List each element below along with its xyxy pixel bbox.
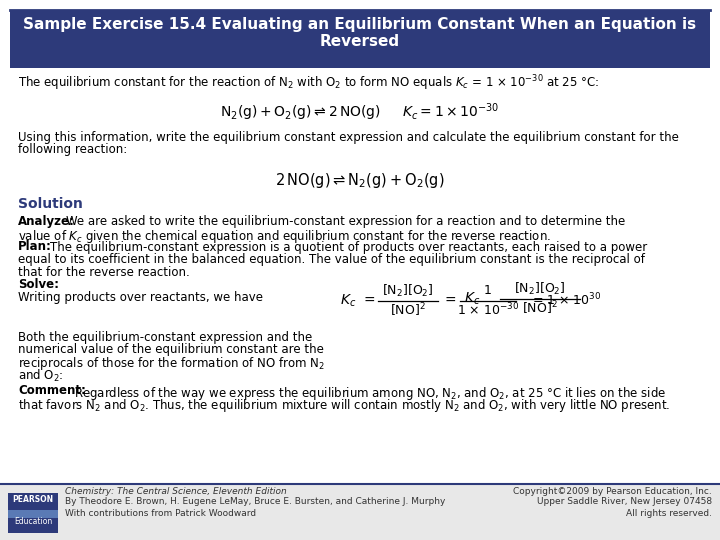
Text: $\mathrm{N_2(g) + O_2(g) \rightleftharpoons 2\,NO(g)}$     $K_c = 1 \times 10^{-: $\mathrm{N_2(g) + O_2(g) \rightleftharpo…: [220, 101, 500, 123]
Text: By Theodore E. Brown, H. Eugene LeMay, Bruce E. Bursten, and Catherine J. Murphy: By Theodore E. Brown, H. Eugene LeMay, B…: [65, 497, 446, 507]
Text: $\mathrm{2\,NO(g) \rightleftharpoons N_2(g) + O_2(g)}$: $\mathrm{2\,NO(g) \rightleftharpoons N_2…: [275, 172, 445, 191]
Text: Copyright©2009 by Pearson Education, Inc.: Copyright©2009 by Pearson Education, Inc…: [513, 487, 712, 496]
Text: following reaction:: following reaction:: [18, 144, 127, 157]
Text: Reversed: Reversed: [320, 33, 400, 49]
Text: All rights reserved.: All rights reserved.: [626, 509, 712, 517]
Text: 1 $\times$ 10$^{-30}$: 1 $\times$ 10$^{-30}$: [457, 302, 519, 319]
Text: Writing products over reactants, we have: Writing products over reactants, we have: [18, 291, 263, 303]
FancyBboxPatch shape: [8, 510, 58, 518]
Text: Education: Education: [14, 517, 52, 526]
Text: and O$_2$:: and O$_2$:: [18, 368, 63, 384]
Text: Regardless of the way we express the equilibrium among NO, N$_2$, and O$_2$, at : Regardless of the way we express the equ…: [74, 384, 666, 402]
Text: $[\mathrm{N_2}][\mathrm{O_2}]$: $[\mathrm{N_2}][\mathrm{O_2}]$: [382, 282, 434, 299]
FancyBboxPatch shape: [8, 493, 58, 533]
FancyBboxPatch shape: [10, 11, 710, 68]
Text: With contributions from Patrick Woodward: With contributions from Patrick Woodward: [65, 509, 256, 517]
Text: Comment:: Comment:: [18, 384, 86, 397]
Text: The equilibrium-constant expression is a quotient of products over reactants, ea: The equilibrium-constant expression is a…: [50, 240, 647, 253]
Text: Using this information, write the equilibrium constant expression and calculate : Using this information, write the equili…: [18, 131, 679, 144]
Text: Both the equilibrium-constant expression and the: Both the equilibrium-constant expression…: [18, 330, 312, 343]
Text: Solve:: Solve:: [18, 278, 59, 291]
Text: Chemistry: The Central Science, Eleventh Edition: Chemistry: The Central Science, Eleventh…: [65, 487, 287, 496]
Text: $K_c$: $K_c$: [464, 291, 480, 307]
Text: that for the reverse reaction.: that for the reverse reaction.: [18, 266, 190, 279]
Text: Solution: Solution: [18, 198, 83, 212]
Text: $[\mathrm{N_2}][\mathrm{O_2}]$: $[\mathrm{N_2}][\mathrm{O_2}]$: [514, 280, 566, 296]
Text: We are asked to write the equilibrium-constant expression for a reaction and to : We are asked to write the equilibrium-co…: [66, 215, 625, 228]
Text: Sample Exercise 15.4 Evaluating an Equilibrium Constant When an Equation is: Sample Exercise 15.4 Evaluating an Equil…: [24, 17, 696, 31]
Text: that favors N$_2$ and O$_2$. Thus, the equilibrium mixture will contain mostly N: that favors N$_2$ and O$_2$. Thus, the e…: [18, 397, 670, 414]
Text: PEARSON: PEARSON: [12, 495, 53, 503]
Text: value of $K_c$ given the chemical equation and equilibrium constant for the reve: value of $K_c$ given the chemical equati…: [18, 228, 551, 245]
Text: $K_c$  =: $K_c$ =: [340, 292, 376, 309]
Text: Upper Saddle River, New Jersey 07458: Upper Saddle River, New Jersey 07458: [537, 497, 712, 507]
Text: =: =: [444, 294, 456, 307]
Text: Plan:: Plan:: [18, 240, 52, 253]
Text: Analyze:: Analyze:: [18, 215, 75, 228]
Text: equal to its coefficient in the balanced equation. The value of the equilibrium : equal to its coefficient in the balanced…: [18, 253, 645, 266]
Text: $[\mathrm{NO}]^2$: $[\mathrm{NO}]^2$: [522, 300, 558, 318]
Text: = 1 $\times$ 10$^{30}$: = 1 $\times$ 10$^{30}$: [532, 292, 601, 309]
Text: The equilibrium constant for the reaction of N$_2$ with O$_2$ to form NO equals : The equilibrium constant for the reactio…: [18, 73, 599, 92]
Text: numerical value of the equilibrium constant are the: numerical value of the equilibrium const…: [18, 343, 324, 356]
FancyBboxPatch shape: [0, 484, 720, 540]
Text: 1: 1: [484, 284, 492, 297]
Text: reciprocals of those for the formation of NO from N$_2$: reciprocals of those for the formation o…: [18, 355, 325, 373]
Text: $[\mathrm{NO}]^2$: $[\mathrm{NO}]^2$: [390, 302, 426, 319]
